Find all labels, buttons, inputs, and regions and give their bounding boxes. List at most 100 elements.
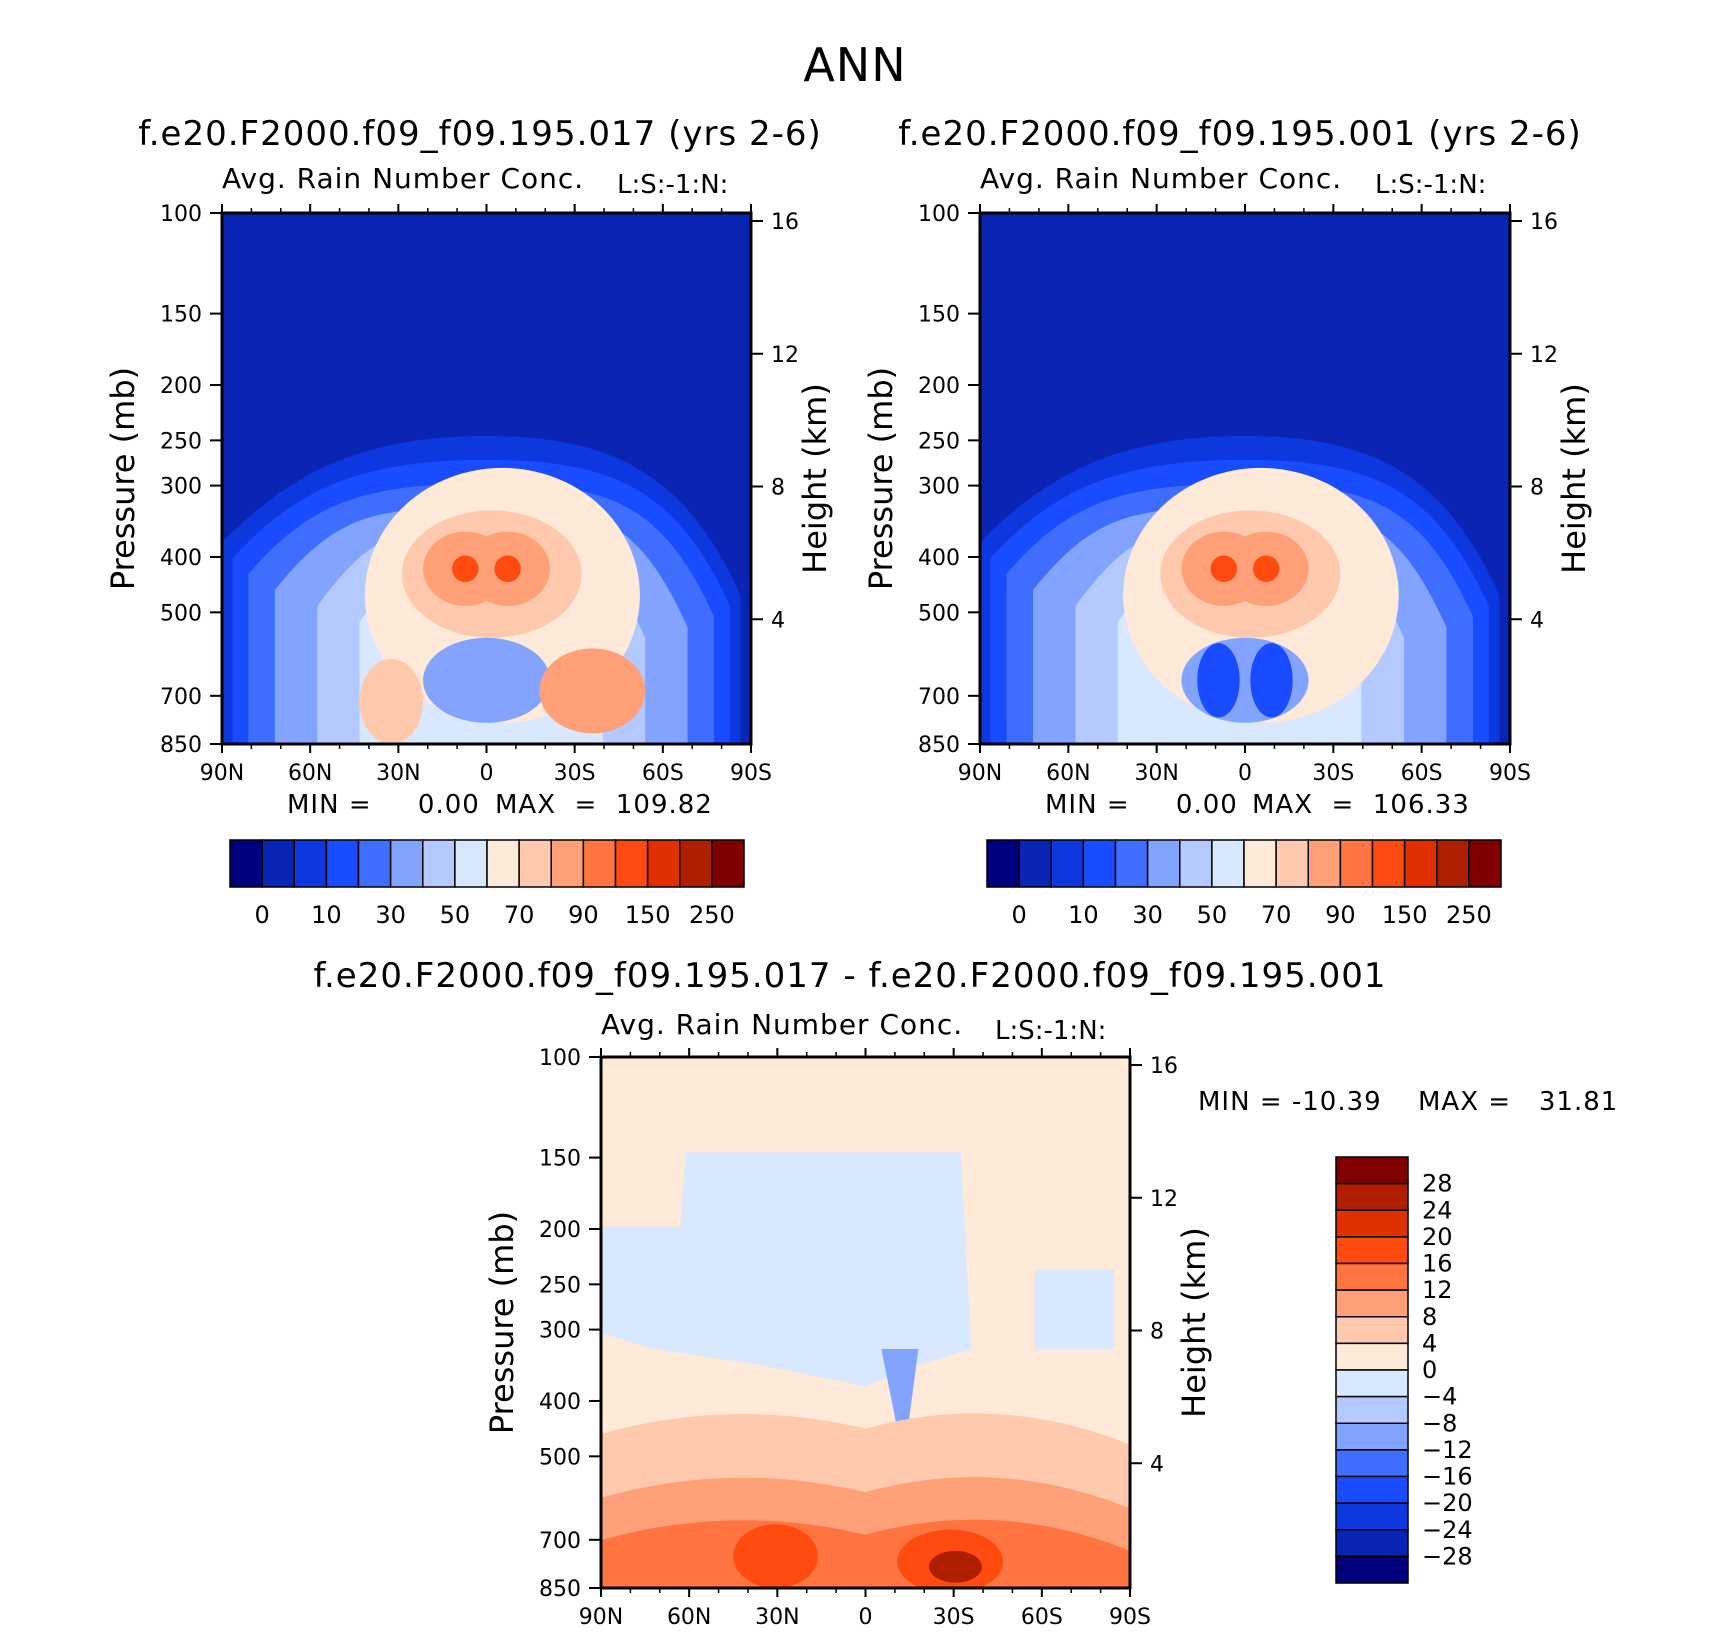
panel1-colorbar-box [614, 839, 649, 888]
panel1-colorbar-label: 70 [504, 901, 535, 929]
panel2-xtick-label: 90N [958, 761, 1002, 786]
panel2-ytick-label: 300 [918, 475, 960, 500]
panel3-xtick-label: 60S [1021, 1605, 1063, 1630]
panel2-ytick-label: 700 [918, 685, 960, 710]
field-layer-group [222, 213, 751, 744]
panel3-colorbar-label: −28 [1422, 1542, 1473, 1570]
panel3-ytick-label: 250 [539, 1273, 581, 1298]
panel2-max-label: MAX = 106.33 [1252, 790, 1470, 820]
panel1-ytick-label: 250 [160, 429, 202, 454]
panel1-colorbar-label: 0 [254, 901, 269, 929]
panel2-ytick-label: 850 [918, 733, 960, 758]
panel3-ytick-label: 100 [539, 1046, 581, 1071]
panel1-subtitle-left: Avg. Rain Number Conc. [222, 162, 585, 195]
panel1-xtick-label: 30N [376, 761, 420, 786]
field-contours [980, 213, 1510, 744]
panel1-colorbar-box [422, 839, 456, 888]
field-core-right [494, 555, 521, 583]
field-lower-warm-2 [359, 659, 424, 744]
panel1-colorbar-box [486, 839, 520, 888]
diff-negative-region [601, 1152, 972, 1387]
panel1-colorbar-box [550, 839, 585, 888]
panel3-colorbar-box [1335, 1209, 1409, 1238]
panel3-colorbar-box [1335, 1342, 1409, 1371]
field-core-right [1252, 555, 1280, 583]
panel2-xtick-label: 60S [1401, 761, 1443, 786]
panel2-colorbar-box [1468, 839, 1502, 888]
panel1-xtick-label: 90S [730, 761, 772, 786]
panel3-ytick-label: 300 [539, 1319, 581, 1344]
main-title: ANN [803, 38, 907, 92]
panel1-colorbar-label: 30 [375, 901, 406, 929]
panel2-colorbar-label: 10 [1068, 901, 1099, 929]
panel1-colorbar-box [646, 839, 681, 888]
panel1-colorbar-box [261, 839, 295, 888]
panel2-subtitle-right: L:S:-1:N: [1375, 170, 1487, 200]
panel2-colorbar-box [1114, 839, 1149, 888]
panel3-max-label: MAX = 31.81 [1418, 1087, 1619, 1117]
panel3-colorbar-label: 20 [1422, 1223, 1453, 1251]
panel3-colorbar-box [1335, 1529, 1409, 1558]
diff-negative-right [1034, 1269, 1115, 1350]
panel2-xtick-label: 0 [1238, 761, 1252, 786]
panel1-y2tick-label: 4 [771, 608, 785, 633]
panel3-y2label: Height (km) [1175, 1227, 1213, 1418]
panel3-ytick-label: 400 [539, 1390, 581, 1415]
panel2-xtick-label: 60N [1046, 761, 1090, 786]
panel1-ytick-label: 500 [160, 601, 202, 626]
panel3-colorbar-label: 8 [1422, 1303, 1437, 1331]
panel1-ytick-label: 150 [160, 303, 202, 328]
panel3-colorbar-label: −20 [1422, 1489, 1473, 1517]
panel2-colorbar-label: 90 [1325, 901, 1356, 929]
panel1-ylabel: Pressure (mb) [104, 367, 142, 590]
panel1-colorbar-box [357, 839, 392, 888]
panel3-xtick-label: 60N [667, 1605, 711, 1630]
panel3-xtick-label: 90N [579, 1605, 623, 1630]
panel3-colorbar-box [1335, 1395, 1409, 1424]
panel2-colorbar-box [1403, 839, 1438, 888]
panel3-colorbar-box [1335, 1369, 1409, 1398]
panel3-colorbar-label: 28 [1422, 1170, 1453, 1198]
panel3-colorbar-label: −4 [1422, 1383, 1457, 1411]
panel1-colorbar-box [518, 839, 552, 888]
panel2-colorbar-box [1243, 839, 1277, 888]
panel3-ytick-label: 700 [539, 1529, 581, 1554]
field-lower-warm [539, 648, 646, 734]
panel3-ytick-label: 500 [539, 1445, 581, 1470]
panel1-colorbar-box [454, 839, 488, 888]
panel2-y2label: Height (km) [1555, 383, 1593, 574]
panel3-colorbar-box [1335, 1182, 1409, 1211]
panel3-colorbar-box [1335, 1555, 1409, 1584]
panel3-y2tick-label: 8 [1150, 1320, 1164, 1345]
panel1-xtick-label: 0 [480, 761, 494, 786]
panel2-colorbar-box [1050, 839, 1085, 888]
panel2-colorbar-label: 250 [1446, 901, 1492, 929]
panel1-y2tick-label: 12 [771, 343, 799, 368]
panel3-colorbar-box [1335, 1316, 1409, 1345]
panel2-ytick-label: 500 [918, 601, 960, 626]
panel3-colorbar-label: 16 [1422, 1250, 1453, 1278]
panel2-colorbar-label: 50 [1197, 901, 1228, 929]
panel1-xtick-label: 60S [642, 761, 684, 786]
panel3-colorbar-box [1335, 1449, 1409, 1478]
panel2-colorbar-box [986, 839, 1020, 888]
panel2-ytick-label: 150 [918, 303, 960, 328]
panel3-ytick-label: 850 [539, 1577, 581, 1602]
panel3-min-label: MIN = -10.39 [1198, 1087, 1382, 1117]
panel2-colorbar-label: 70 [1261, 901, 1292, 929]
panel2-colorbar-box [1018, 839, 1052, 888]
panel1-colorbar-label: 250 [689, 901, 735, 929]
panel3-y2tick-label: 12 [1150, 1187, 1178, 1212]
field-lower-blue-1 [1197, 643, 1240, 718]
panel1-min-label: MIN = 0.00 [287, 790, 480, 820]
panel3-colorbar-label: 4 [1422, 1329, 1437, 1357]
panel1-title: f.e20.F2000.f09_f09.195.017 (yrs 2-6) [138, 114, 822, 154]
panel1-ytick-label: 400 [160, 546, 202, 571]
panel3-colorbar-box [1335, 1156, 1409, 1185]
diff-field-contours [601, 1057, 1130, 1588]
diff-negative-core [881, 1349, 919, 1429]
panel2-ytick-label: 100 [918, 202, 960, 227]
panel1-colorbar-box [389, 839, 424, 888]
panel1-colorbar-box [711, 839, 745, 888]
